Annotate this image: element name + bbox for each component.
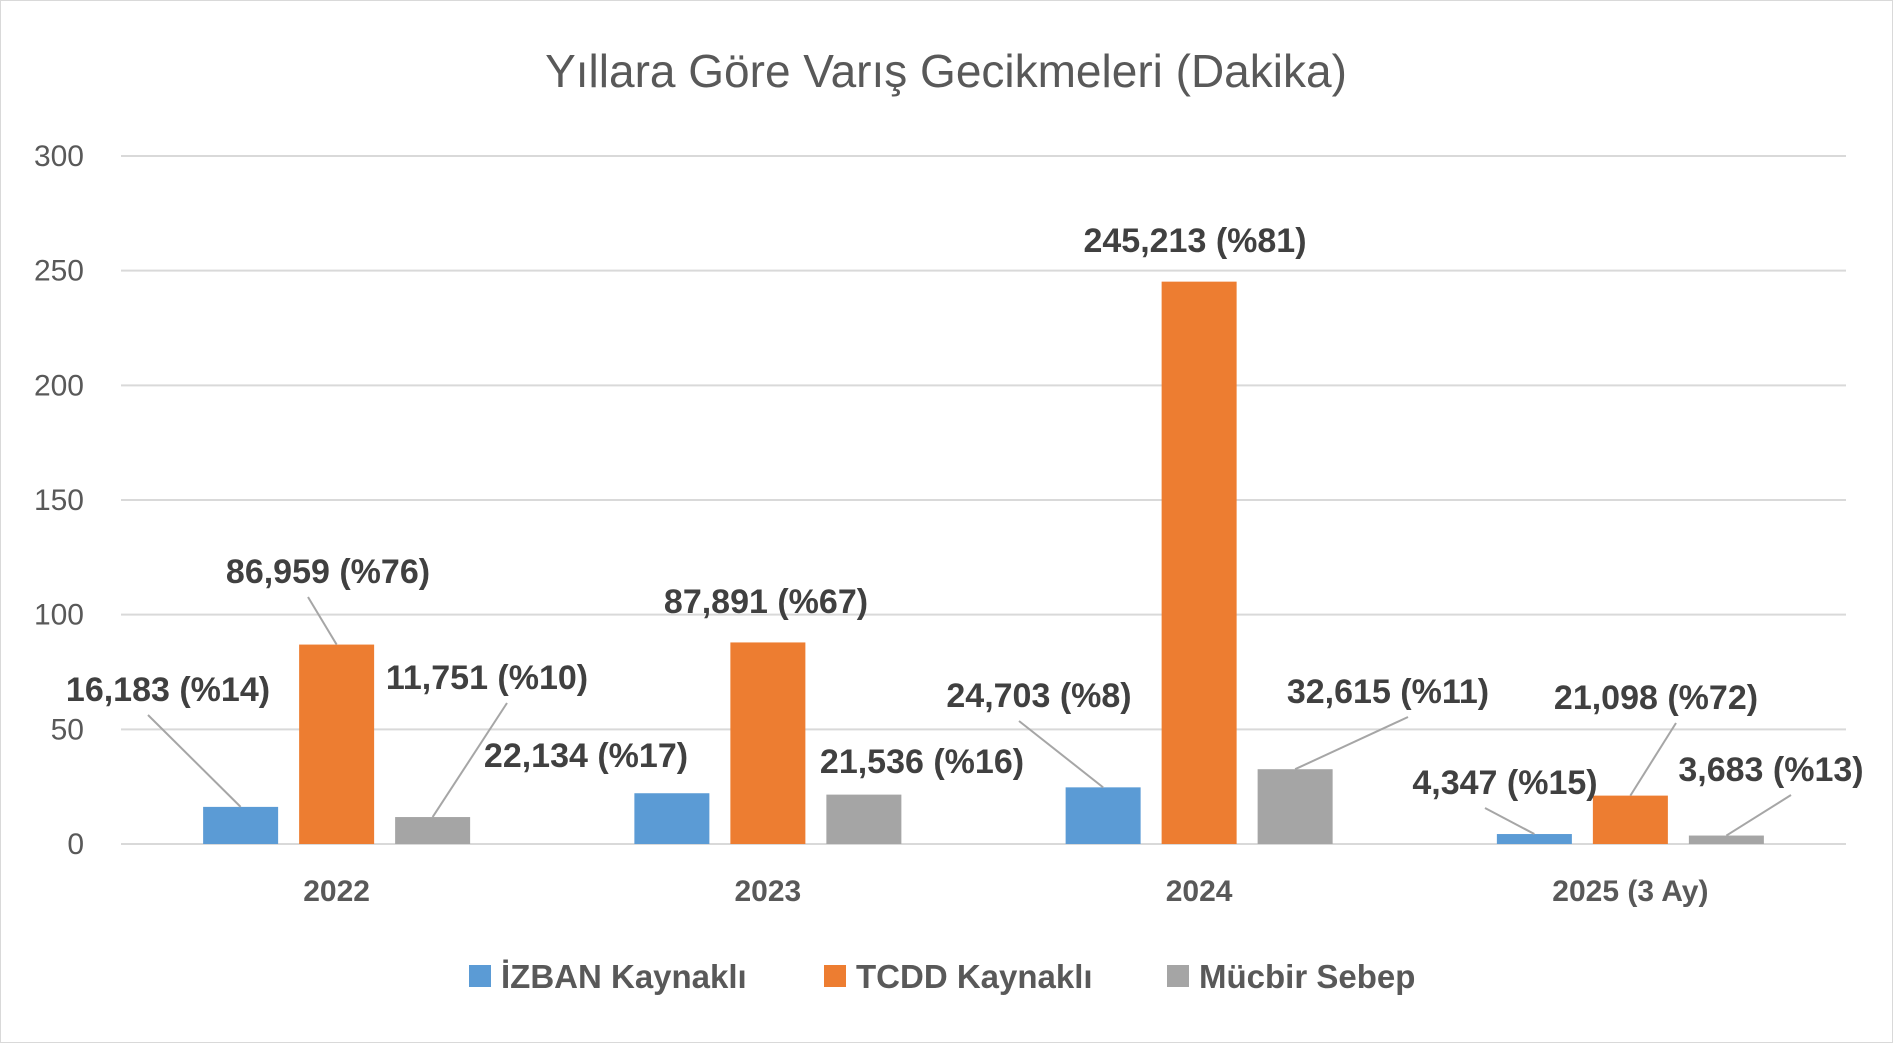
chart-title: Yıllara Göre Varış Gecikmeleri (Dakika)	[545, 45, 1347, 97]
bar	[203, 806, 279, 844]
leader-line	[1725, 794, 1792, 837]
gridlines	[121, 155, 1846, 845]
bar	[1161, 281, 1237, 844]
x-tick-label: 2024	[1166, 875, 1233, 908]
data-label: 11,751 (%10)	[386, 659, 588, 697]
leader-line	[1484, 807, 1535, 835]
data-label: 245,213 (%81)	[1083, 222, 1306, 260]
leader-line	[147, 714, 242, 808]
leader-line	[1629, 722, 1677, 797]
bar	[826, 794, 902, 844]
data-label: 4,347 (%15)	[1412, 764, 1597, 802]
legend-swatch	[469, 965, 491, 987]
data-label: 87,891 (%67)	[664, 583, 868, 621]
bar	[1496, 834, 1572, 844]
data-label: 21,536 (%16)	[820, 743, 1024, 781]
y-tick-label: 150	[34, 484, 84, 517]
data-label: 16,183 (%14)	[66, 671, 270, 709]
y-tick-label: 100	[34, 599, 84, 632]
legend-label: TCDD Kaynaklı	[856, 958, 1093, 995]
bar	[299, 644, 375, 844]
y-tick-label: 300	[34, 140, 84, 173]
y-tick-label: 250	[34, 255, 84, 288]
x-tick-label: 2025 (3 Ay)	[1552, 875, 1708, 908]
x-axis-ticks: 2022 2023 2024 2025 (3 Ay)	[303, 875, 1708, 908]
x-tick-label: 2023	[735, 875, 802, 908]
data-label: 86,959 (%76)	[226, 553, 430, 591]
data-label: 32,615 (%11)	[1287, 673, 1489, 711]
legend: İZBAN Kaynaklı TCDD Kaynaklı Mücbir Sebep	[469, 958, 1415, 995]
bar	[1065, 787, 1141, 844]
legend-swatch	[824, 965, 846, 987]
bar	[730, 642, 806, 844]
y-tick-label: 50	[51, 713, 84, 746]
legend-label: Mücbir Sebep	[1199, 958, 1415, 995]
bars	[203, 281, 1764, 844]
data-label: 22,134 (%17)	[484, 737, 688, 775]
data-label: 24,703 (%8)	[946, 677, 1131, 715]
bar	[1592, 795, 1668, 844]
x-tick-label: 2022	[303, 875, 370, 908]
y-axis-ticks: 0 50 100 150 200 250 300	[34, 140, 84, 861]
bar	[1688, 835, 1764, 844]
leader-line	[431, 702, 508, 818]
data-label: 3,683 (%13)	[1678, 751, 1863, 789]
y-tick-label: 0	[67, 828, 84, 861]
data-labels: 16,183 (%14) 22,134 (%17) 24,703 (%8) 4,347…	[66, 222, 1864, 802]
bar	[395, 817, 471, 844]
leader-line	[1018, 720, 1104, 789]
data-label: 21,098 (%72)	[1554, 679, 1758, 717]
bar	[634, 793, 710, 844]
bar	[1257, 769, 1333, 844]
legend-label: İZBAN Kaynaklı	[501, 958, 747, 995]
leader-lines	[147, 596, 1792, 837]
leader-line	[1294, 716, 1409, 771]
leader-line	[307, 596, 338, 646]
legend-swatch	[1167, 965, 1189, 987]
y-tick-label: 200	[34, 369, 84, 402]
